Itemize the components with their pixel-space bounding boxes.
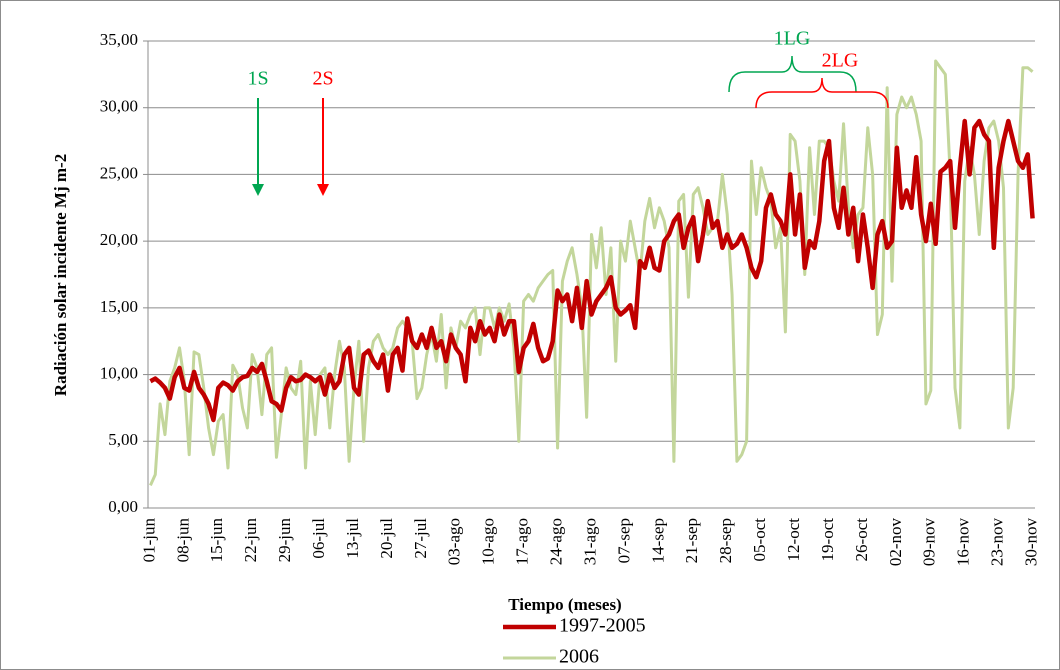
- arrow-head: [317, 184, 329, 196]
- x-tick-label: 08-jun: [173, 518, 192, 563]
- annotation-text: 2S: [312, 68, 333, 90]
- y-tick-label: 0,00: [108, 497, 138, 516]
- annotation-2lg: 2LG: [755, 50, 889, 109]
- bracket: [728, 55, 857, 93]
- x-tick-label: 29-jun: [275, 518, 294, 563]
- x-tick-label: 10-ago: [479, 518, 498, 565]
- x-tick-label: 23-nov: [988, 518, 1007, 567]
- x-tick-label: 17-ago: [513, 518, 532, 565]
- y-tick-label: 25,00: [100, 163, 138, 182]
- legend: 1997-2005 2006: [503, 615, 646, 668]
- annotation-2s: 2S: [312, 68, 334, 196]
- x-tick-label: 02-nov: [886, 518, 905, 567]
- x-tick-label: 01-jun: [139, 518, 158, 563]
- x-tick-label: 30-nov: [1021, 518, 1040, 567]
- x-tick-label: 05-oct: [750, 518, 769, 562]
- legend-label: 1997-2005: [559, 615, 646, 637]
- x-tick-label: 27-jul: [411, 518, 430, 559]
- y-tick-label: 5,00: [108, 430, 138, 449]
- x-tick-label: 06-jul: [309, 518, 328, 559]
- x-tick-label: 28-sep: [716, 518, 735, 563]
- x-axis-title: Tiempo (meses): [508, 595, 621, 614]
- x-tick-label: 31-ago: [580, 518, 599, 565]
- x-tick-label: 26-oct: [852, 518, 871, 562]
- x-tick-label: 19-oct: [818, 518, 837, 562]
- series-line: [149, 118, 1035, 423]
- plot-lines: [149, 59, 1035, 486]
- x-tick-label: 03-ago: [445, 518, 464, 565]
- x-tick-label: 12-oct: [784, 518, 803, 562]
- x-tick-label: 22-jun: [241, 518, 260, 563]
- legend-label: 2006: [559, 646, 599, 668]
- y-tick-label: 15,00: [100, 297, 138, 316]
- y-axis-title: Radiación solar incidente Mj m-2: [51, 154, 70, 396]
- annotation-text: 1LG: [774, 28, 811, 50]
- y-tick-label: 10,00: [100, 363, 138, 382]
- x-tick-label: 14-sep: [648, 518, 667, 563]
- x-tick-label: 21-sep: [682, 518, 701, 563]
- bracket: [755, 77, 889, 109]
- annotation-1s: 1S: [247, 68, 269, 196]
- y-tick-label: 20,00: [100, 230, 138, 249]
- x-tick-label: 20-jul: [377, 518, 396, 559]
- arrow-head: [252, 184, 264, 196]
- y-tick-label: 35,00: [100, 30, 138, 49]
- grid: 0,00 5,00 10,00 15,00 20,00 25,00 30,00 35,00 01…: [100, 30, 1041, 566]
- y-tick-label: 30,00: [100, 97, 138, 116]
- annotation-1lg: 1LG: [728, 28, 857, 93]
- annotation-text: 1S: [247, 68, 268, 90]
- x-tick-label: 16-nov: [954, 518, 973, 567]
- series-line: [149, 59, 1034, 486]
- x-tick-label: 07-sep: [614, 518, 633, 563]
- x-tick-label: 15-jun: [207, 518, 226, 563]
- x-tick-label: 09-nov: [920, 518, 939, 567]
- x-tick-label: 24-ago: [546, 518, 565, 565]
- annotation-text: 2LG: [822, 50, 859, 72]
- x-tick-label: 13-jul: [343, 518, 362, 559]
